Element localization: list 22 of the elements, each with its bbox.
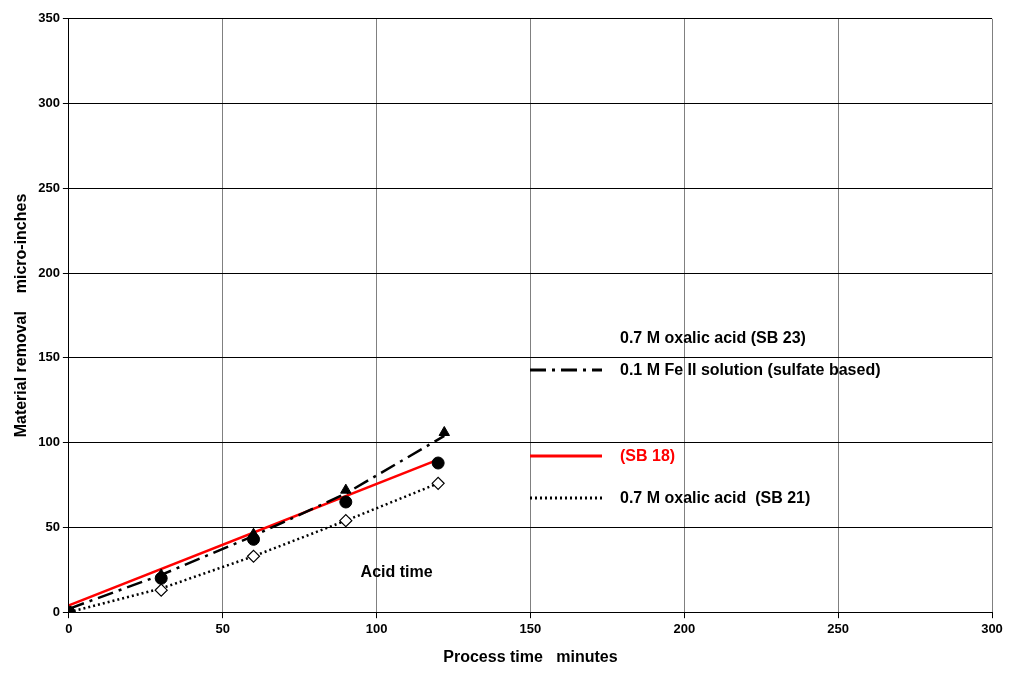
y-tick-label: 350	[38, 10, 60, 26]
y-axis-title: Material removal micro-inches	[12, 193, 30, 438]
y-tick-label: 200	[38, 264, 60, 280]
x-tick-label: 200	[673, 620, 696, 636]
x-tick-label: 300	[981, 620, 1003, 636]
y-tick-label: 150	[38, 349, 60, 365]
x-axis-title: Process time minutes	[443, 647, 618, 665]
legend-label: 0.1 M Fe II solution (sulfate based)	[620, 360, 881, 380]
x-tick-label: 50	[215, 620, 230, 636]
x-tick-label: 250	[827, 620, 849, 636]
x-tick-label: 100	[365, 620, 388, 636]
y-tick-label: 100	[38, 434, 60, 450]
x-tick-label: 150	[519, 620, 542, 636]
annotation: Acid time	[360, 562, 433, 580]
y-tick-label: 300	[38, 95, 60, 111]
legend-label: 0.7 M oxalic acid (SB 21)	[620, 488, 811, 508]
x-tick-label: 0	[65, 620, 73, 636]
y-tick-label: 0	[52, 603, 60, 619]
legend-title: 0.7 M oxalic acid (SB 23)	[619, 328, 807, 348]
legend-label: (SB 18)	[620, 446, 676, 466]
y-tick-label: 250	[38, 179, 60, 195]
y-tick-label: 50	[45, 519, 60, 535]
